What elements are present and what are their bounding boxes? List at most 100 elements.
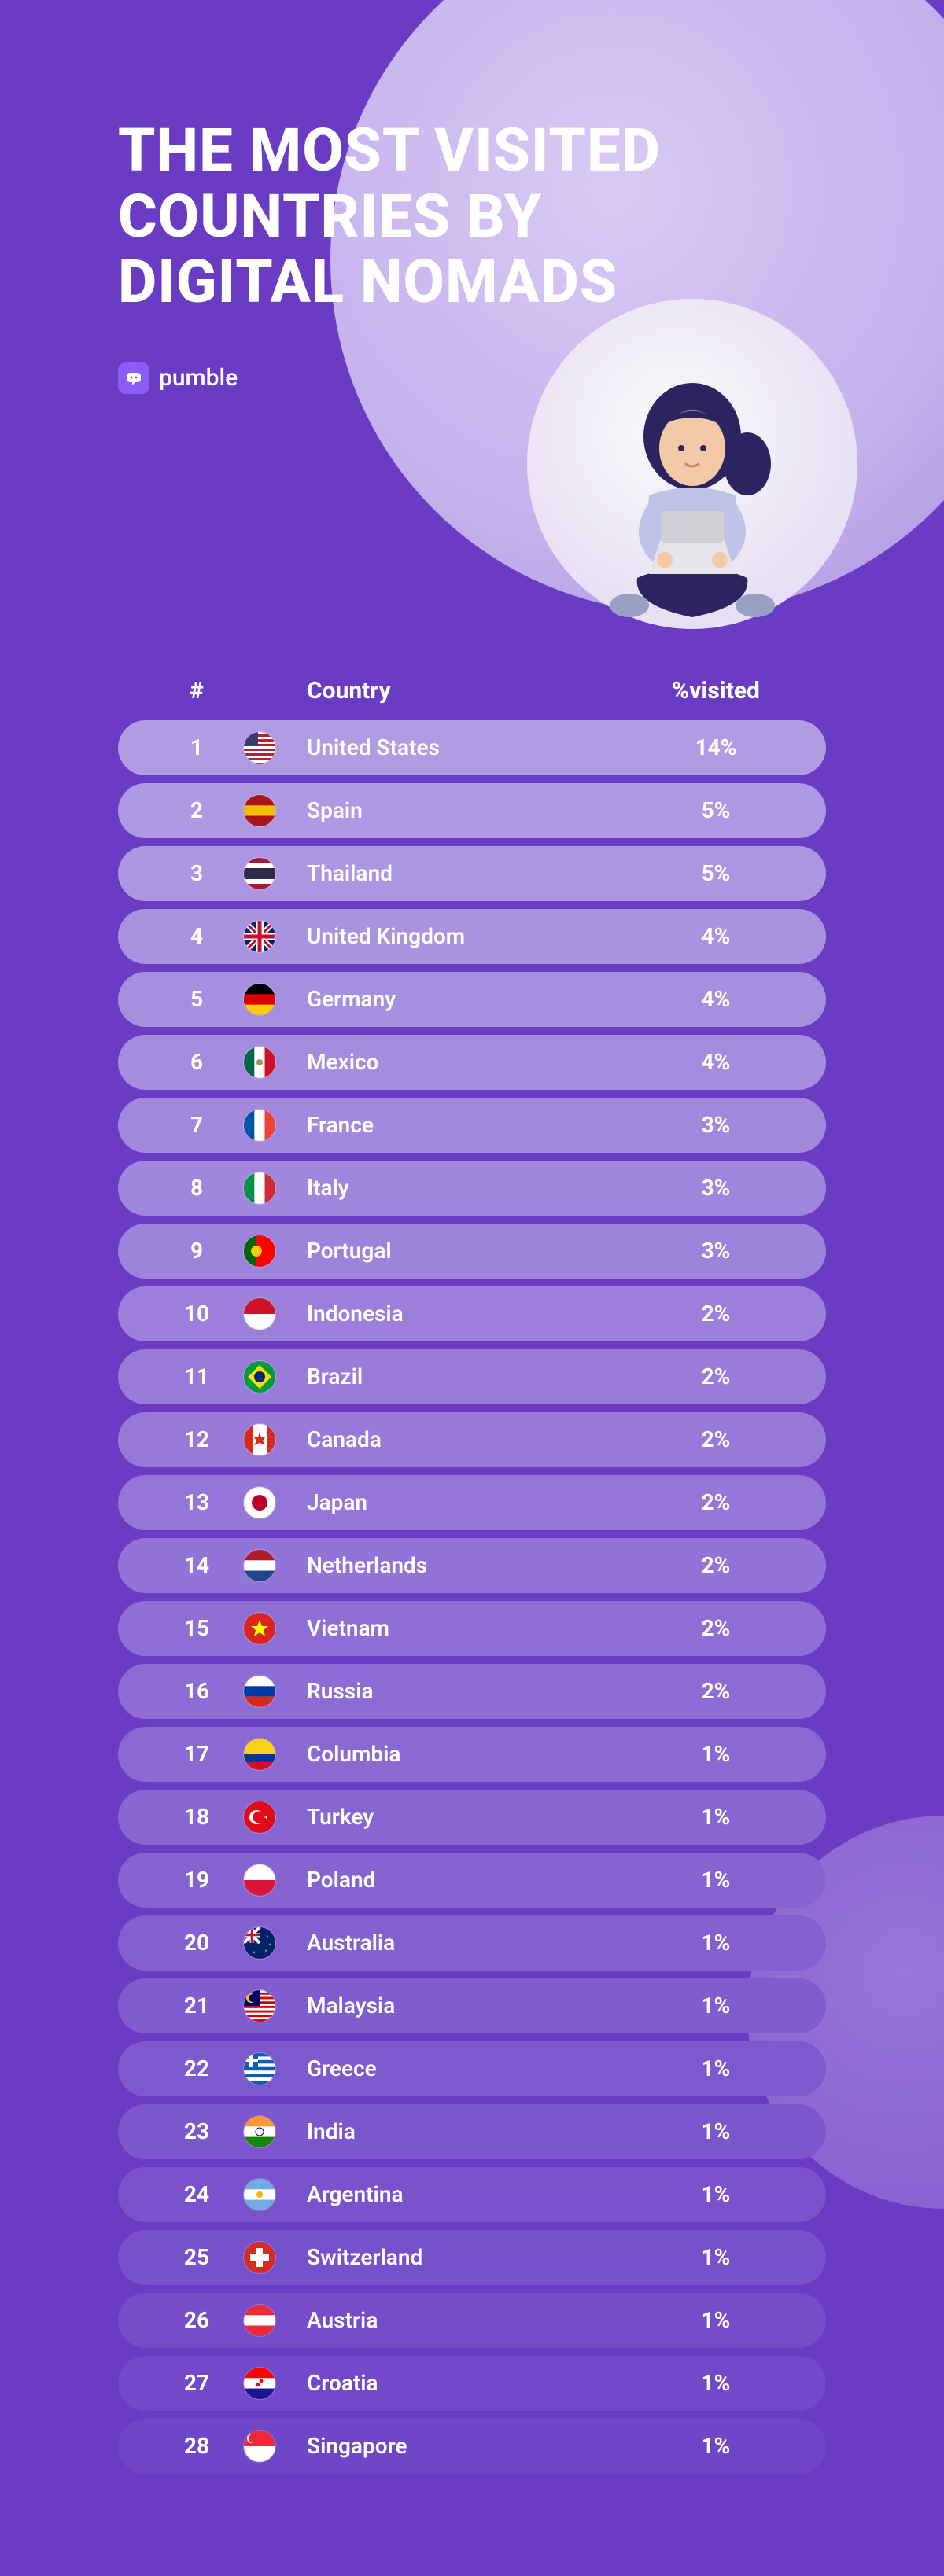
table-row: 21 Malaysia 1% bbox=[118, 1978, 826, 2033]
row-country: Switzerland bbox=[291, 2244, 637, 2270]
row-country: Brazil bbox=[291, 1363, 637, 1389]
row-rank: 27 bbox=[149, 2370, 244, 2396]
table-row: 15 Vietnam 2% bbox=[118, 1601, 826, 1656]
flag-icon bbox=[244, 1047, 291, 1078]
row-rank: 2 bbox=[149, 797, 244, 823]
row-rank: 3 bbox=[149, 860, 244, 886]
table-row: 3 Thailand 5% bbox=[118, 846, 826, 901]
table-header-row: # Country %visited bbox=[118, 677, 826, 720]
flag-icon bbox=[244, 1550, 291, 1581]
row-visited: 1% bbox=[637, 1993, 795, 2018]
row-visited: 1% bbox=[637, 2055, 795, 2081]
table-row: 5 Germany 4% bbox=[118, 972, 826, 1027]
flag-icon bbox=[244, 1927, 291, 1959]
flag-icon bbox=[244, 1172, 291, 1204]
row-country: Poland bbox=[291, 1867, 637, 1893]
flag-icon bbox=[244, 795, 291, 826]
row-visited: 3% bbox=[637, 1238, 795, 1264]
row-rank: 28 bbox=[149, 2433, 244, 2459]
row-visited: 14% bbox=[637, 734, 795, 760]
table-row: 23 India 1% bbox=[118, 2104, 826, 2159]
flag-icon bbox=[244, 1110, 291, 1141]
table-row: 28 Singapore 1% bbox=[118, 2419, 826, 2474]
row-rank: 16 bbox=[149, 1678, 244, 1704]
row-rank: 23 bbox=[149, 2118, 244, 2144]
row-rank: 12 bbox=[149, 1426, 244, 1452]
table-row: 8 Italy 3% bbox=[118, 1161, 826, 1216]
row-country: Russia bbox=[291, 1678, 637, 1704]
row-country: Italy bbox=[291, 1175, 637, 1201]
table-row: 14 Netherlands 2% bbox=[118, 1538, 826, 1593]
row-rank: 21 bbox=[149, 1993, 244, 2018]
flag-icon bbox=[244, 1739, 291, 1770]
flag-icon bbox=[244, 1487, 291, 1518]
row-country: Singapore bbox=[291, 2433, 637, 2459]
header-country: Country bbox=[244, 677, 637, 705]
row-rank: 11 bbox=[149, 1363, 244, 1389]
flag-icon bbox=[244, 732, 291, 764]
row-country: India bbox=[291, 2118, 637, 2144]
table-row: 16 Russia 2% bbox=[118, 1664, 826, 1719]
row-visited: 1% bbox=[637, 2433, 795, 2459]
flag-icon bbox=[244, 921, 291, 952]
row-country: France bbox=[291, 1112, 637, 1138]
row-rank: 14 bbox=[149, 1552, 244, 1578]
flag-icon bbox=[244, 1864, 291, 1896]
row-rank: 22 bbox=[149, 2055, 244, 2081]
flag-icon bbox=[244, 2368, 291, 2399]
table-row: 12 Canada 2% bbox=[118, 1412, 826, 1467]
row-rank: 9 bbox=[149, 1238, 244, 1264]
table-row: 27 Croatia 1% bbox=[118, 2356, 826, 2411]
countries-table: # Country %visited 1 United States 14% 2… bbox=[118, 677, 826, 2474]
flag-icon bbox=[244, 2305, 291, 2336]
table-row: 6 Mexico 4% bbox=[118, 1035, 826, 1090]
row-rank: 10 bbox=[149, 1301, 244, 1327]
row-visited: 2% bbox=[637, 1615, 795, 1641]
row-visited: 5% bbox=[637, 797, 795, 823]
row-country: United Kingdom bbox=[291, 923, 637, 949]
flag-icon bbox=[244, 1676, 291, 1707]
row-visited: 4% bbox=[637, 923, 795, 949]
row-visited: 3% bbox=[637, 1112, 795, 1138]
row-visited: 1% bbox=[637, 2181, 795, 2207]
row-rank: 4 bbox=[149, 923, 244, 949]
row-rank: 8 bbox=[149, 1175, 244, 1201]
table-row: 9 Portugal 3% bbox=[118, 1224, 826, 1279]
row-country: Columbia bbox=[291, 1741, 637, 1767]
flag-icon bbox=[244, 984, 291, 1015]
row-rank: 17 bbox=[149, 1741, 244, 1767]
row-visited: 1% bbox=[637, 1804, 795, 1830]
flag-icon bbox=[244, 1361, 291, 1393]
row-visited: 1% bbox=[637, 2244, 795, 2270]
flag-icon bbox=[244, 1801, 291, 1833]
table-row: 11 Brazil 2% bbox=[118, 1349, 826, 1404]
person-with-laptop-icon bbox=[551, 354, 834, 637]
row-visited: 5% bbox=[637, 860, 795, 886]
table-row: 1 United States 14% bbox=[118, 720, 826, 775]
table-row: 25 Switzerland 1% bbox=[118, 2230, 826, 2285]
row-country: Thailand bbox=[291, 860, 637, 886]
row-rank: 25 bbox=[149, 2244, 244, 2270]
row-visited: 2% bbox=[637, 1363, 795, 1389]
brand-icon bbox=[118, 362, 149, 394]
row-visited: 2% bbox=[637, 1301, 795, 1327]
row-country: Germany bbox=[291, 986, 637, 1012]
row-visited: 1% bbox=[637, 2118, 795, 2144]
flag-icon bbox=[244, 1424, 291, 1455]
table-row: 26 Austria 1% bbox=[118, 2293, 826, 2348]
row-visited: 4% bbox=[637, 1049, 795, 1075]
row-visited: 1% bbox=[637, 2307, 795, 2333]
flag-icon bbox=[244, 1990, 291, 2022]
flag-icon bbox=[244, 2242, 291, 2273]
row-visited: 2% bbox=[637, 1552, 795, 1578]
row-country: Argentina bbox=[291, 2181, 637, 2207]
row-country: Turkey bbox=[291, 1804, 637, 1830]
table-row: 19 Poland 1% bbox=[118, 1853, 826, 1908]
row-country: Malaysia bbox=[291, 1993, 637, 2018]
row-country: United States bbox=[291, 734, 637, 760]
row-visited: 2% bbox=[637, 1426, 795, 1452]
row-rank: 15 bbox=[149, 1615, 244, 1641]
row-rank: 24 bbox=[149, 2181, 244, 2207]
row-visited: 1% bbox=[637, 1930, 795, 1956]
row-visited: 2% bbox=[637, 1489, 795, 1515]
